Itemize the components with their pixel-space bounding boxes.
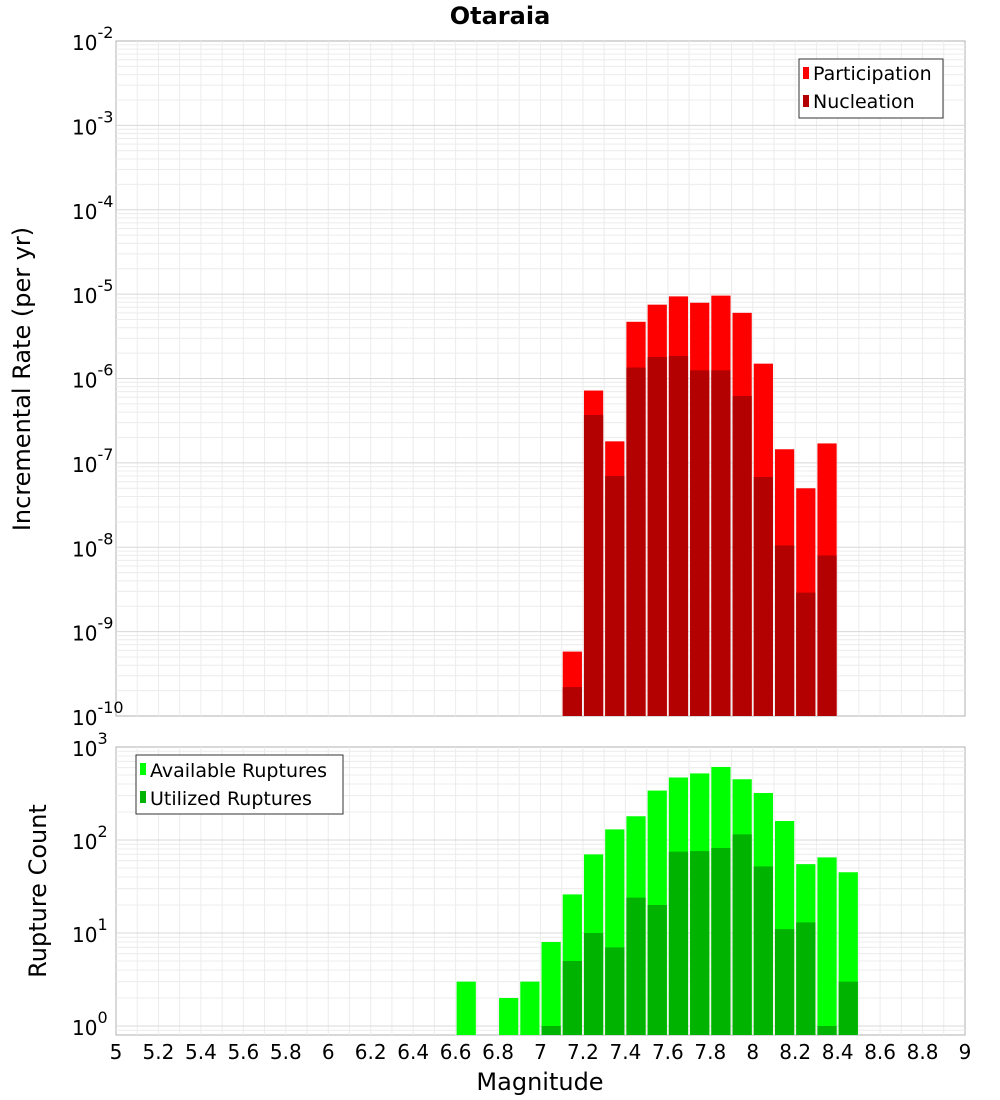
y-tick-label: 10-4	[72, 192, 113, 224]
x-tick-label: 5.4	[185, 1040, 217, 1064]
bottom-plot: 100 101 102 103 5 5.2 5.4 5.6 5.8 6 6.2 6.4 6.6 6.8 7…	[24, 729, 971, 1096]
y-tick-label: 10-10	[72, 698, 124, 730]
bar-nucleation	[690, 370, 710, 716]
bar-nucleation	[817, 555, 837, 716]
x-tick-label: 6	[322, 1040, 335, 1064]
bar-nucleation	[774, 545, 795, 716]
chart-title: Otaraia	[450, 2, 551, 30]
bottom-y-tick-labels: 100 101 102 103	[72, 729, 108, 1040]
bar-utilized-ruptures	[753, 866, 773, 1035]
bar-nucleation	[753, 477, 773, 716]
bar-available-ruptures	[817, 857, 837, 1035]
bar-nucleation	[562, 687, 582, 716]
legend-label-available: Available Ruptures	[150, 760, 327, 782]
bottom-legend: Available Ruptures Utilized Ruptures	[135, 754, 344, 815]
bar-nucleation	[796, 592, 816, 716]
x-axis-label: Magnitude	[476, 1068, 603, 1096]
bar-nucleation	[711, 370, 731, 716]
bar-nucleation	[668, 355, 689, 716]
bar-utilized-ruptures	[774, 929, 795, 1035]
x-tick-label: 9	[959, 1040, 972, 1064]
x-tick-label: 8.4	[822, 1040, 854, 1064]
y-tick-label: 101	[72, 915, 108, 947]
bar-utilized-ruptures	[817, 1025, 837, 1035]
bar-available-ruptures	[499, 997, 519, 1035]
bar-utilized-ruptures	[647, 904, 667, 1035]
y-tick-label: 10-8	[72, 529, 113, 561]
bar-utilized-ruptures	[732, 834, 752, 1035]
top-legend-box	[798, 58, 944, 119]
bottom-legend-box	[135, 754, 344, 815]
legend-swatch-available	[140, 763, 146, 775]
y-tick-label: 10-9	[72, 614, 113, 646]
y-tick-label: 10-5	[72, 276, 113, 308]
x-tick-label: 7.8	[694, 1040, 726, 1064]
legend-label-nucleation: Nucleation	[813, 91, 915, 113]
bottom-bars	[456, 766, 858, 1035]
legend-label-participation: Participation	[813, 63, 932, 85]
legend-swatch-participation	[803, 67, 809, 79]
bottom-y-axis-label: Rupture Count	[24, 804, 52, 978]
bar-utilized-ruptures	[562, 960, 582, 1035]
bar-nucleation	[732, 396, 752, 716]
x-tick-label: 5.8	[270, 1040, 302, 1064]
x-tick-label: 6.6	[440, 1040, 472, 1064]
y-tick-label: 10-7	[72, 445, 113, 477]
x-tick-label: 5.2	[143, 1040, 175, 1064]
bar-available-ruptures	[456, 981, 476, 1035]
bar-nucleation	[626, 367, 646, 716]
bar-utilized-ruptures	[711, 848, 731, 1035]
bar-utilized-ruptures	[668, 851, 689, 1035]
bar-nucleation	[647, 356, 667, 716]
bar-available-ruptures	[520, 981, 540, 1035]
y-tick-label: 103	[72, 729, 108, 761]
x-tick-label: 8.6	[864, 1040, 896, 1064]
x-tick-label: 8.2	[779, 1040, 811, 1064]
legend-swatch-utilized	[140, 791, 146, 803]
top-grid	[116, 41, 965, 716]
top-legend: Participation Nucleation	[798, 58, 944, 119]
y-tick-label: 102	[72, 822, 108, 854]
top-y-tick-labels: 10-10 10-9 10-8 10-7 10-6 10-5 10-4 10-3 10-2	[72, 23, 124, 730]
bar-utilized-ruptures	[626, 897, 646, 1035]
bar-utilized-ruptures	[796, 922, 816, 1035]
x-tick-label: 5	[110, 1040, 123, 1064]
bar-utilized-ruptures	[541, 1025, 561, 1035]
x-tick-labels: 5 5.2 5.4 5.6 5.8 6 6.2 6.4 6.6 6.8 7 7.2 7.4 7.6 7.8 8…	[110, 1040, 972, 1064]
y-tick-label: 10-6	[72, 361, 113, 393]
y-tick-label: 10-3	[72, 107, 113, 139]
bar-utilized-ruptures	[583, 932, 604, 1035]
x-tick-label: 7.2	[567, 1040, 599, 1064]
y-tick-label: 10-2	[72, 23, 113, 55]
y-tick-label: 100	[72, 1008, 108, 1040]
top-y-axis-label: Incremental Rate (per yr)	[8, 227, 36, 531]
bar-utilized-ruptures	[838, 981, 858, 1035]
bar-nucleation	[605, 475, 625, 716]
x-tick-label: 6.2	[355, 1040, 387, 1064]
legend-label-utilized: Utilized Ruptures	[150, 788, 312, 810]
x-tick-label: 7.6	[652, 1040, 684, 1064]
bar-available-ruptures	[541, 942, 561, 1035]
top-plot: 10-10 10-9 10-8 10-7 10-6 10-5 10-4 10-3 10-2 In…	[8, 23, 966, 730]
x-tick-label: 7.4	[609, 1040, 641, 1064]
legend-swatch-nucleation	[803, 95, 809, 107]
bar-utilized-ruptures	[690, 851, 710, 1035]
bar-utilized-ruptures	[605, 947, 625, 1035]
bar-nucleation	[583, 414, 604, 716]
top-bars	[562, 295, 837, 716]
x-tick-label: 5.6	[227, 1040, 259, 1064]
x-tick-label: 8.8	[907, 1040, 939, 1064]
x-tick-label: 8	[746, 1040, 759, 1064]
x-tick-label: 6.4	[397, 1040, 429, 1064]
x-tick-label: 6.8	[482, 1040, 514, 1064]
x-tick-label: 7	[534, 1040, 547, 1064]
